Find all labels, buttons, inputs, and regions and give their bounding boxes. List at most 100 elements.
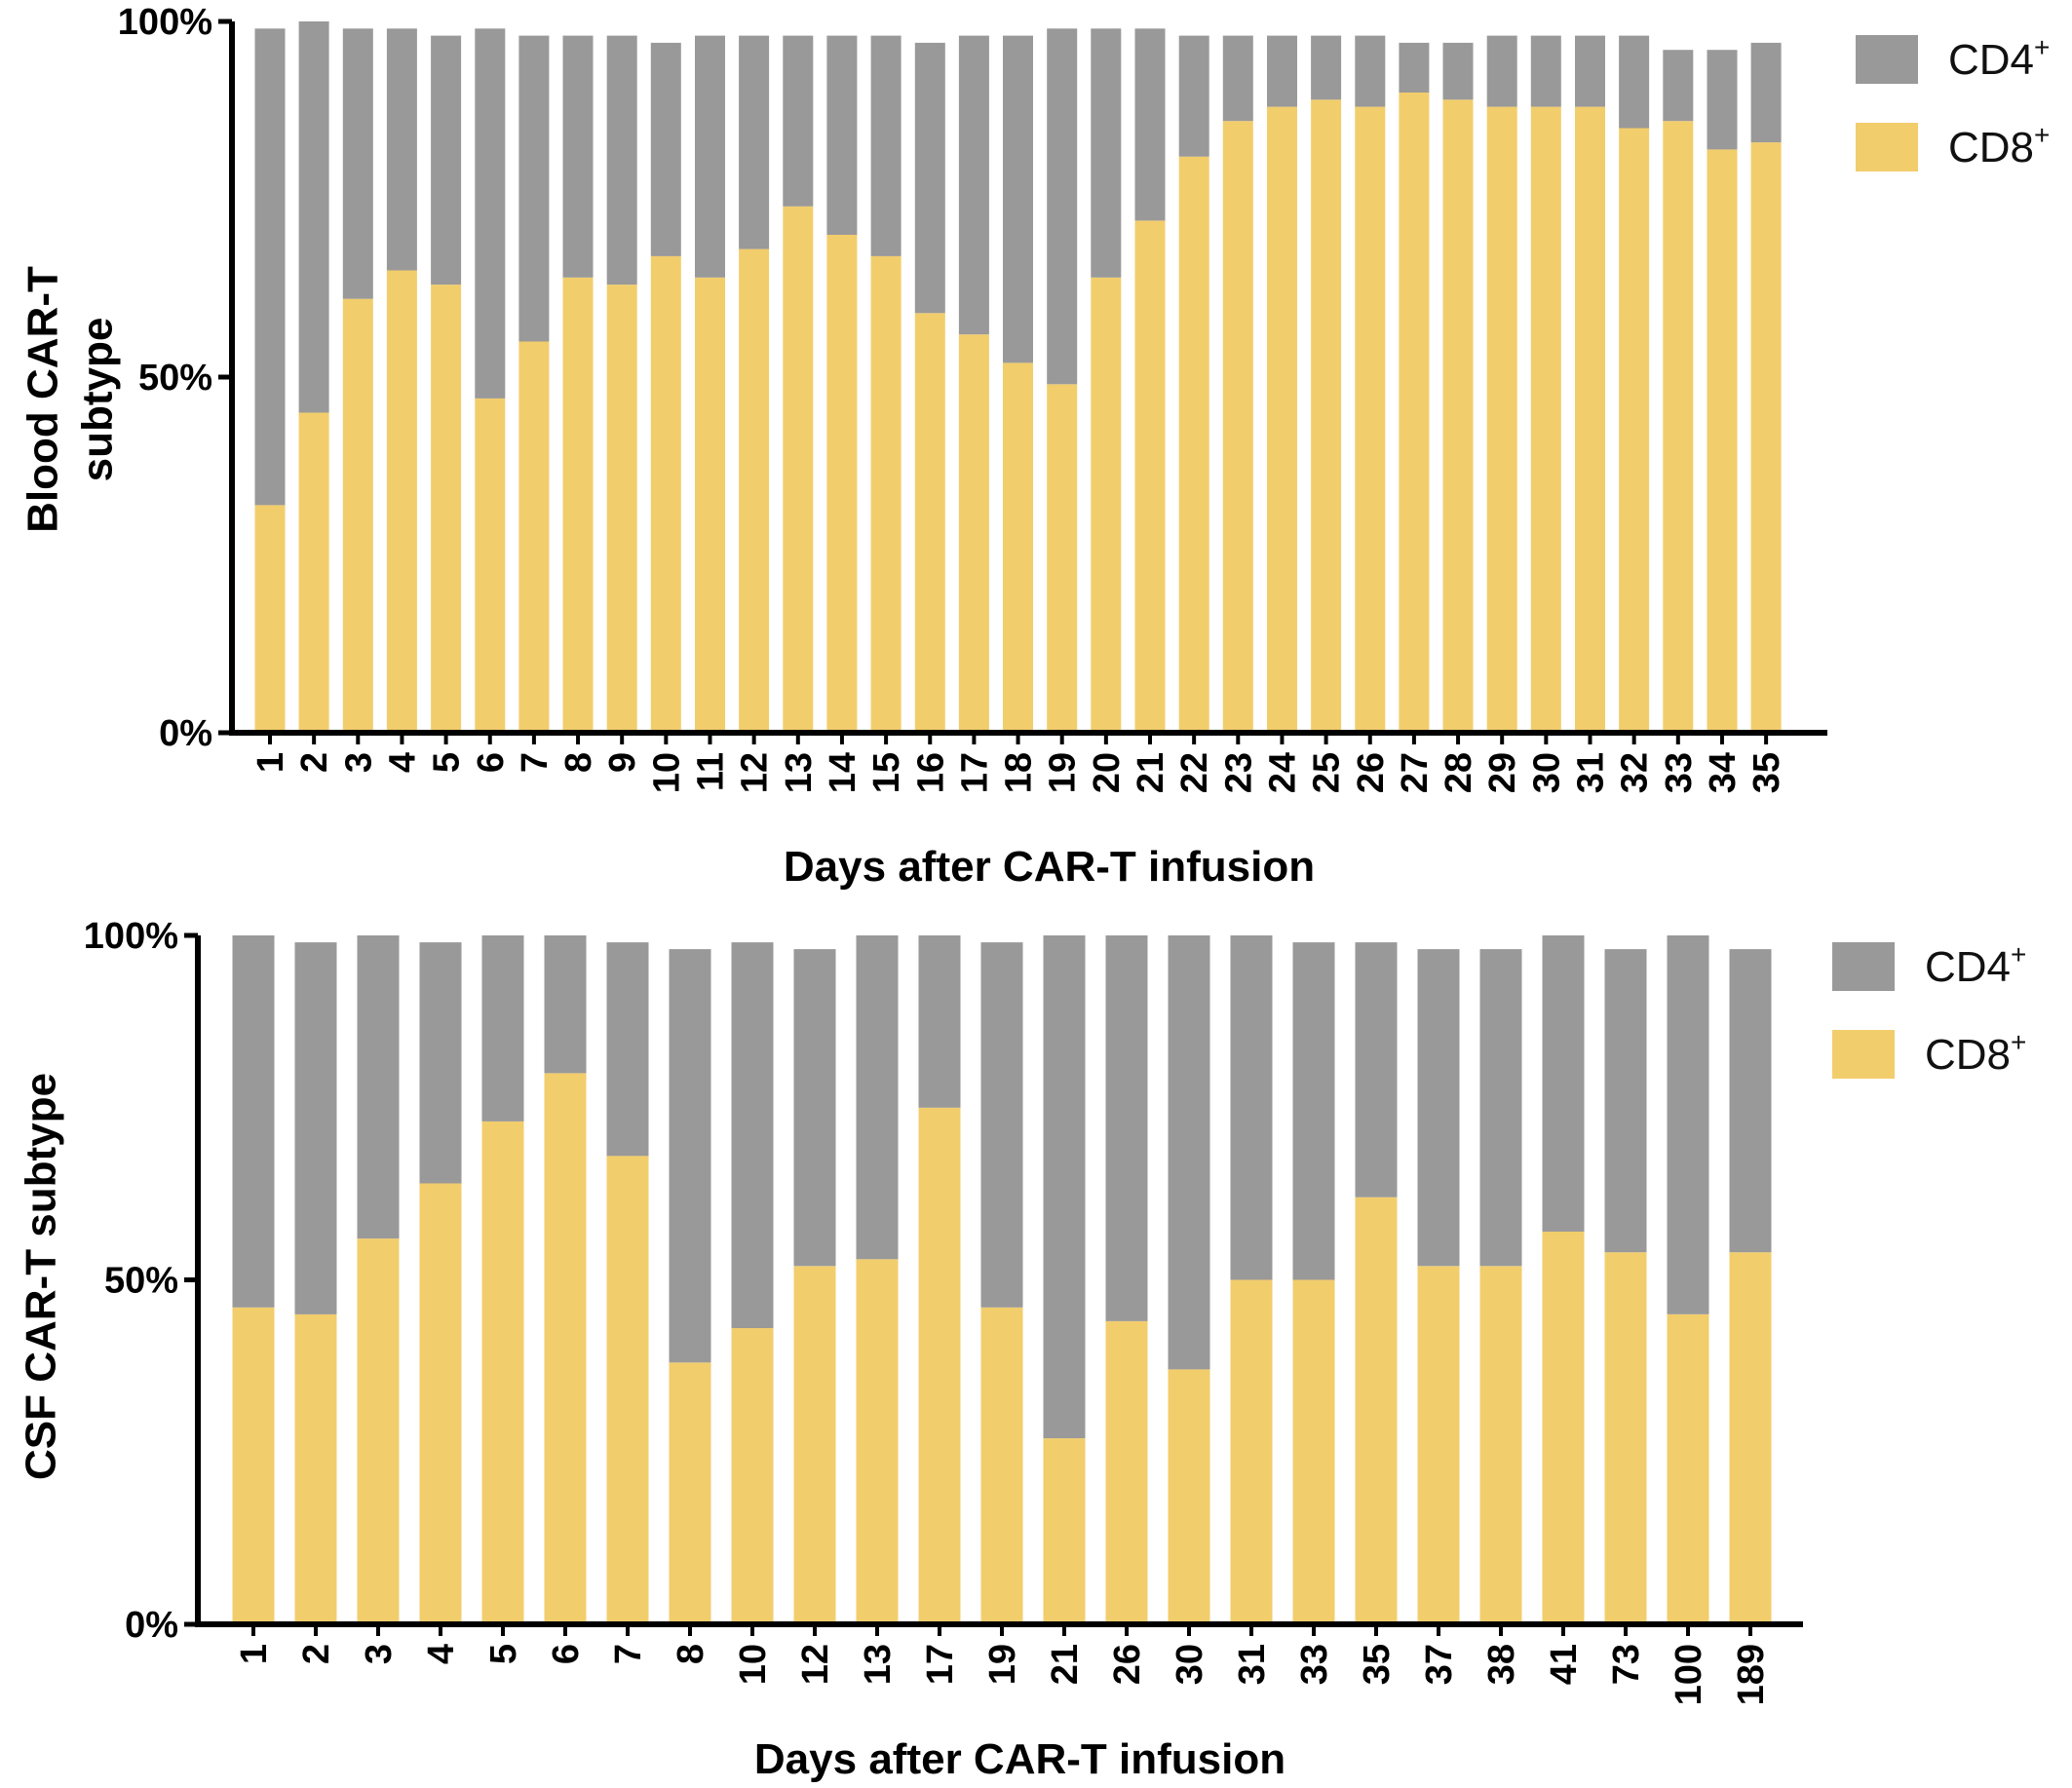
blood-x-tick-label-32: 32 (1615, 752, 1656, 793)
blood-chart: 1 2 3 4 5 6 7 8 9 10 11 12 13 14 15 16 17 18 19 20 21 22 23 24 2… (19, 2, 2051, 891)
csf-bar-cd8-12 (793, 1266, 836, 1624)
blood-bar-cd8-18 (1003, 362, 1033, 733)
csf-bar-cd4-73 (1604, 949, 1647, 1253)
blood-bar-cd4-3 (342, 28, 373, 299)
blood-x-tick-label-26: 26 (1351, 752, 1392, 793)
blood-bar-cd8-24 (1267, 106, 1297, 734)
csf-legend-swatch-cd4 (1832, 942, 1895, 991)
csf-bar-cd4-6 (544, 935, 587, 1074)
csf-bar-cd4-2 (294, 942, 337, 1314)
blood-bar-cd8-12 (739, 248, 770, 733)
blood-x-tick-label-7: 7 (515, 752, 556, 773)
csf-bar-cd4-3 (357, 935, 400, 1239)
csf-bar-cd4-8 (669, 949, 711, 1363)
blood-x-tick-label-17: 17 (954, 752, 995, 793)
blood-bar-cd4-22 (1178, 35, 1209, 157)
csf-legend-swatch-cd8 (1832, 1030, 1895, 1079)
blood-x-axis-title: Days after CAR-T infusion (784, 843, 1315, 891)
csf-bar-cd8-10 (731, 1328, 774, 1624)
blood-x-tick-label-13: 13 (779, 752, 820, 793)
blood-bar-cd8-4 (386, 270, 417, 733)
blood-bar-cd8-32 (1619, 128, 1650, 733)
blood-x-tick-label-23: 23 (1218, 752, 1259, 793)
blood-bar-cd8-31 (1575, 106, 1605, 734)
blood-bar-cd8-8 (562, 277, 594, 733)
csf-bar-cd8-7 (606, 1156, 649, 1624)
blood-bar-cd4-5 (431, 35, 462, 285)
blood-bar-cd8-1 (254, 505, 286, 733)
blood-x-tick-label-30: 30 (1526, 752, 1567, 793)
csf-x-tick-label-38: 38 (1481, 1644, 1522, 1685)
csf-bar-cd8-19 (980, 1307, 1023, 1624)
blood-bar-cd8-23 (1222, 121, 1253, 733)
blood-bar-cd8-21 (1134, 220, 1166, 733)
blood-x-tick-label-8: 8 (558, 752, 599, 773)
csf-bar-cd4-37 (1417, 949, 1460, 1267)
blood-bar-cd8-34 (1707, 149, 1738, 733)
csf-legend-sup-cd4: + (2011, 939, 2026, 970)
csf-bar-cd8-33 (1292, 1279, 1335, 1624)
blood-bar-cd8-17 (958, 334, 989, 733)
blood-bar-cd4-7 (518, 35, 550, 342)
blood-bar-cd8-20 (1091, 277, 1122, 733)
blood-bar-cd4-13 (783, 35, 814, 207)
csf-bar-cd8-73 (1604, 1252, 1647, 1624)
blood-bar-cd4-29 (1486, 35, 1517, 107)
csf-x-tick-label-6: 6 (546, 1644, 587, 1664)
csf-bar-cd4-38 (1479, 949, 1522, 1267)
blood-legend-label-cd4: CD4+ (1948, 32, 2050, 84)
csf-x-tick-label-3: 3 (359, 1644, 400, 1664)
csf-bar-cd8-21 (1043, 1438, 1086, 1624)
csf-x-tick-label-41: 41 (1544, 1644, 1585, 1685)
blood-x-tick-label-2: 2 (294, 752, 335, 773)
csf-bar-cd8-189 (1729, 1252, 1772, 1624)
blood-bar-cd4-30 (1530, 35, 1561, 107)
blood-bar-cd8-13 (783, 206, 814, 734)
csf-bar-cd8-31 (1230, 1279, 1273, 1624)
blood-bar-cd4-8 (562, 35, 594, 278)
csf-bar-cd8-35 (1355, 1197, 1398, 1624)
blood-x-tick-label-25: 25 (1307, 752, 1348, 793)
blood-bar-cd4-6 (475, 28, 506, 399)
blood-bar-cd4-25 (1311, 35, 1342, 100)
blood-bar-cd4-21 (1134, 28, 1166, 221)
csf-bar-cd4-30 (1168, 935, 1210, 1370)
csf-bar-cd4-7 (606, 942, 649, 1157)
csf-bar-cd4-21 (1043, 935, 1086, 1439)
csf-bar-cd4-1 (232, 935, 275, 1308)
blood-bar-cd8-19 (1047, 384, 1078, 733)
blood-bar-cd4-10 (650, 42, 681, 256)
csf-bar-cd8-26 (1105, 1320, 1148, 1624)
csf-y-axis-title-line-1: CSF CAR-T subtype (18, 1073, 65, 1480)
blood-x-tick-label-35: 35 (1746, 752, 1787, 793)
csf-x-tick-label-10: 10 (733, 1644, 774, 1685)
blood-bar-cd4-4 (386, 28, 417, 271)
blood-bar-cd8-15 (870, 255, 902, 733)
csf-bar-cd4-189 (1729, 949, 1772, 1253)
blood-bar-cd8-6 (475, 398, 506, 733)
blood-bar-cd4-15 (870, 35, 902, 256)
csf-x-tick-label-19: 19 (982, 1644, 1023, 1685)
csf-bar-cd4-100 (1667, 935, 1709, 1314)
blood-x-tick-label-12: 12 (735, 752, 776, 793)
csf-bar-cd4-33 (1292, 942, 1335, 1280)
blood-bar-cd8-22 (1178, 156, 1209, 733)
csf-x-tick-label-7: 7 (608, 1644, 649, 1664)
blood-y-tick-label-100: 100% (118, 2, 212, 43)
blood-legend-label-cd8: CD8+ (1948, 120, 2050, 171)
blood-bar-cd4-31 (1575, 35, 1605, 107)
csf-y-tick-label-50: 50% (104, 1261, 178, 1302)
csf-bar-cd4-4 (419, 942, 462, 1184)
blood-x-tick-label-16: 16 (910, 752, 951, 793)
csf-x-axis-title: Days after CAR-T infusion (754, 1735, 1285, 1783)
csf-x-tick-label-31: 31 (1232, 1644, 1273, 1685)
csf-x-tick-label-35: 35 (1357, 1644, 1398, 1685)
csf-x-tick-label-30: 30 (1170, 1644, 1210, 1685)
csf-bar-cd8-2 (294, 1313, 337, 1624)
blood-y-axis-title-line-1: Blood CAR-T (19, 266, 67, 533)
blood-x-tick-label-9: 9 (602, 752, 643, 773)
csf-x-tick-label-26: 26 (1107, 1644, 1148, 1685)
csf-x-tick-label-189: 189 (1731, 1644, 1772, 1705)
blood-bar-cd4-1 (254, 28, 286, 506)
